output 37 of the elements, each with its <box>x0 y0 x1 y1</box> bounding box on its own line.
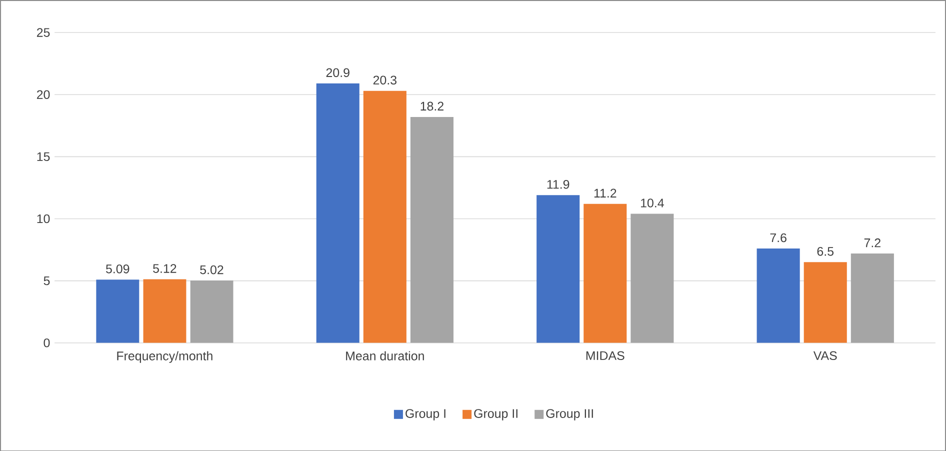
data-label: 7.6 <box>770 233 786 242</box>
x-tick-label: MIDAS <box>586 350 624 360</box>
bar <box>756 248 800 343</box>
bar <box>316 83 360 343</box>
bar <box>96 279 140 343</box>
y-tick-label: 5 <box>44 276 50 285</box>
legend-label: Group I <box>406 408 446 420</box>
bar <box>143 279 186 343</box>
bar <box>630 214 674 343</box>
data-label: 5.02 <box>200 265 224 274</box>
bar <box>363 90 406 343</box>
bar <box>410 116 454 343</box>
data-label: 11.9 <box>547 180 570 189</box>
y-tick-label: 15 <box>37 152 50 161</box>
bar <box>850 253 894 343</box>
data-label: 18.2 <box>420 102 444 110</box>
legend-label: Group III <box>546 408 593 420</box>
data-label: 5.12 <box>153 264 176 273</box>
y-tick-label: 20 <box>36 90 50 99</box>
y-tick-label: 10 <box>37 214 50 223</box>
data-label: 11.2 <box>594 188 616 198</box>
bar <box>190 280 234 343</box>
legend-label: Group II <box>474 408 518 420</box>
x-tick-label: Mean duration <box>346 350 424 360</box>
data-label: 6.5 <box>817 246 834 256</box>
bar <box>584 204 627 343</box>
data-label: 7.2 <box>864 238 880 247</box>
x-tick-label: Frequency/month <box>117 350 212 363</box>
data-label: 20.9 <box>326 68 350 77</box>
x-tick-label: VAS <box>813 350 837 360</box>
data-label: 10.4 <box>641 198 664 208</box>
y-tick-label: 0 <box>44 338 50 348</box>
data-label: 20.3 <box>373 75 396 84</box>
y-tick-label: 25 <box>36 28 50 37</box>
data-label: 5.09 <box>106 264 130 274</box>
bar <box>804 262 847 343</box>
bar <box>536 194 580 343</box>
